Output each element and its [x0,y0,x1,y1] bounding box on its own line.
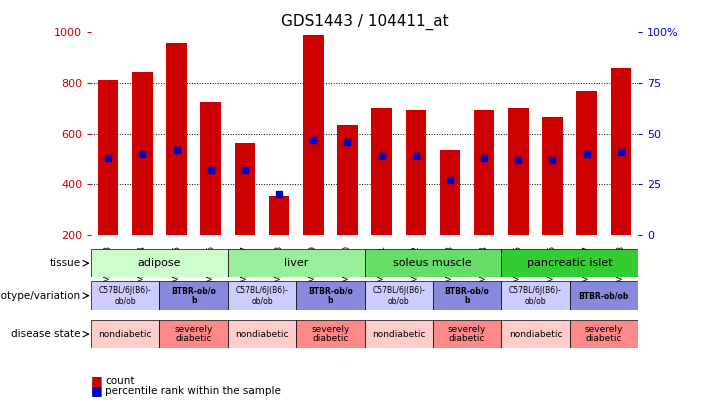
Bar [433,320,501,348]
Bar [160,281,228,310]
Text: soleus muscle: soleus muscle [393,258,472,268]
Text: nondiabetic: nondiabetic [372,330,426,339]
Bar [501,281,569,310]
Bar [372,108,392,235]
Bar [98,81,118,235]
Bar [297,320,365,348]
Bar [433,281,501,310]
Bar [501,320,569,348]
Text: BTBR-ob/o
b: BTBR-ob/o b [308,286,353,305]
Bar [132,72,153,235]
Title: GDS1443 / 104411_at: GDS1443 / 104411_at [280,13,449,30]
Bar [337,125,358,235]
Text: nondiabetic: nondiabetic [99,330,152,339]
Text: C57BL/6J(B6)-
ob/ob: C57BL/6J(B6)- ob/ob [99,286,151,305]
Bar [228,249,365,277]
Text: severely
diabetic: severely diabetic [448,325,486,343]
Bar [365,320,433,348]
Bar [365,249,501,277]
Text: ■: ■ [91,374,103,387]
Text: C57BL/6J(B6)-
ob/ob: C57BL/6J(B6)- ob/ob [509,286,562,305]
Text: liver: liver [284,258,308,268]
Bar [297,281,365,310]
Bar [160,320,228,348]
Bar [508,108,529,235]
Text: severely
diabetic: severely diabetic [175,325,213,343]
Text: BTBR-ob/ob: BTBR-ob/ob [578,291,629,300]
Text: disease state: disease state [11,329,81,339]
Bar [91,249,228,277]
Text: count: count [105,376,135,386]
Text: pancreatic islet: pancreatic islet [526,258,613,268]
Bar [576,91,597,235]
Text: C57BL/6J(B6)-
ob/ob: C57BL/6J(B6)- ob/ob [372,286,425,305]
Text: ■: ■ [91,384,103,397]
Text: genotype/variation: genotype/variation [0,291,81,301]
Bar [569,320,638,348]
Bar [501,249,638,277]
Text: nondiabetic: nondiabetic [236,330,289,339]
Bar [543,117,563,235]
Bar [303,35,324,235]
Text: percentile rank within the sample: percentile rank within the sample [105,386,281,396]
Text: C57BL/6J(B6)-
ob/ob: C57BL/6J(B6)- ob/ob [236,286,288,305]
Bar [228,320,297,348]
Bar [474,110,494,235]
Text: BTBR-ob/o
b: BTBR-ob/o b [171,286,216,305]
Bar [166,43,186,235]
Text: severely
diabetic: severely diabetic [585,325,623,343]
Bar [269,196,290,235]
Text: severely
diabetic: severely diabetic [311,325,350,343]
Bar [365,281,433,310]
Bar [228,281,297,310]
Bar [405,110,426,235]
Bar [569,281,638,310]
Bar [91,281,160,310]
Bar [440,150,460,235]
Text: tissue: tissue [50,258,81,268]
Bar [200,102,221,235]
Text: BTBR-ob/o
b: BTBR-ob/o b [444,286,489,305]
Text: nondiabetic: nondiabetic [509,330,562,339]
Text: adipose: adipose [137,258,182,268]
Bar [235,143,255,235]
Bar [611,68,631,235]
Bar [91,320,160,348]
